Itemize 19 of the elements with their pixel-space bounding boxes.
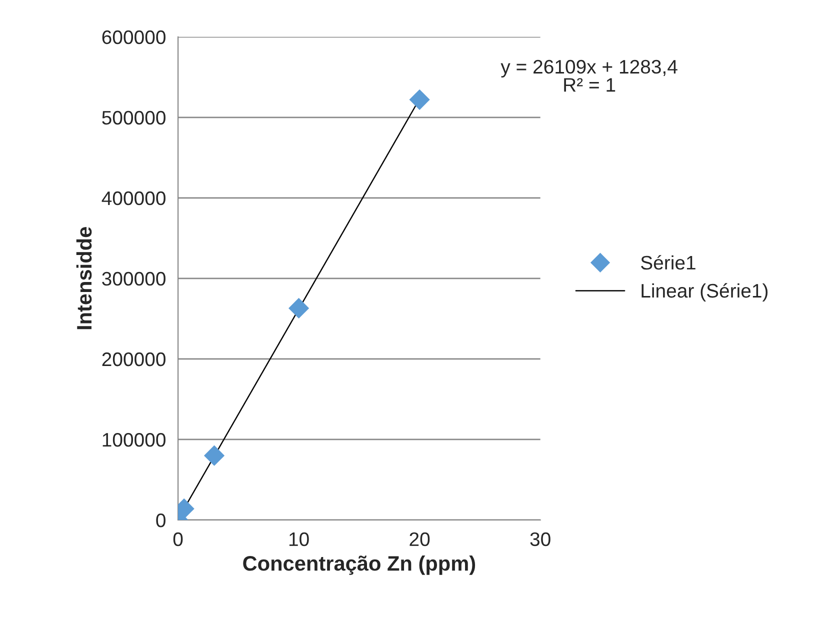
x-axis-title: Concentração Zn (ppm) [243,555,476,575]
y-tick-label: 0 [156,513,166,528]
y-tick-label: 100000 [102,432,166,447]
y-tick-label: 600000 [102,30,166,44]
y-tick-label: 400000 [102,191,166,206]
x-tick-label: 10 [289,532,309,546]
point [409,89,430,110]
legend-label: Série1 [640,255,696,270]
y-tick-label: 300000 [102,272,166,286]
point [288,298,310,319]
y-tick-label: 200000 [102,352,166,366]
x-tick-label: 20 [410,532,430,546]
x-tick-label: 0 [173,532,183,546]
point [204,445,225,466]
x-tick-label: 30 [530,532,550,546]
legend-label: Linear (Série1) [642,283,768,302]
annotation: y = 26109x + 1283,4 R² = 1 [500,60,678,92]
y-axis-title: Intensidde [76,227,92,330]
y-tick-label: 500000 [102,110,166,125]
